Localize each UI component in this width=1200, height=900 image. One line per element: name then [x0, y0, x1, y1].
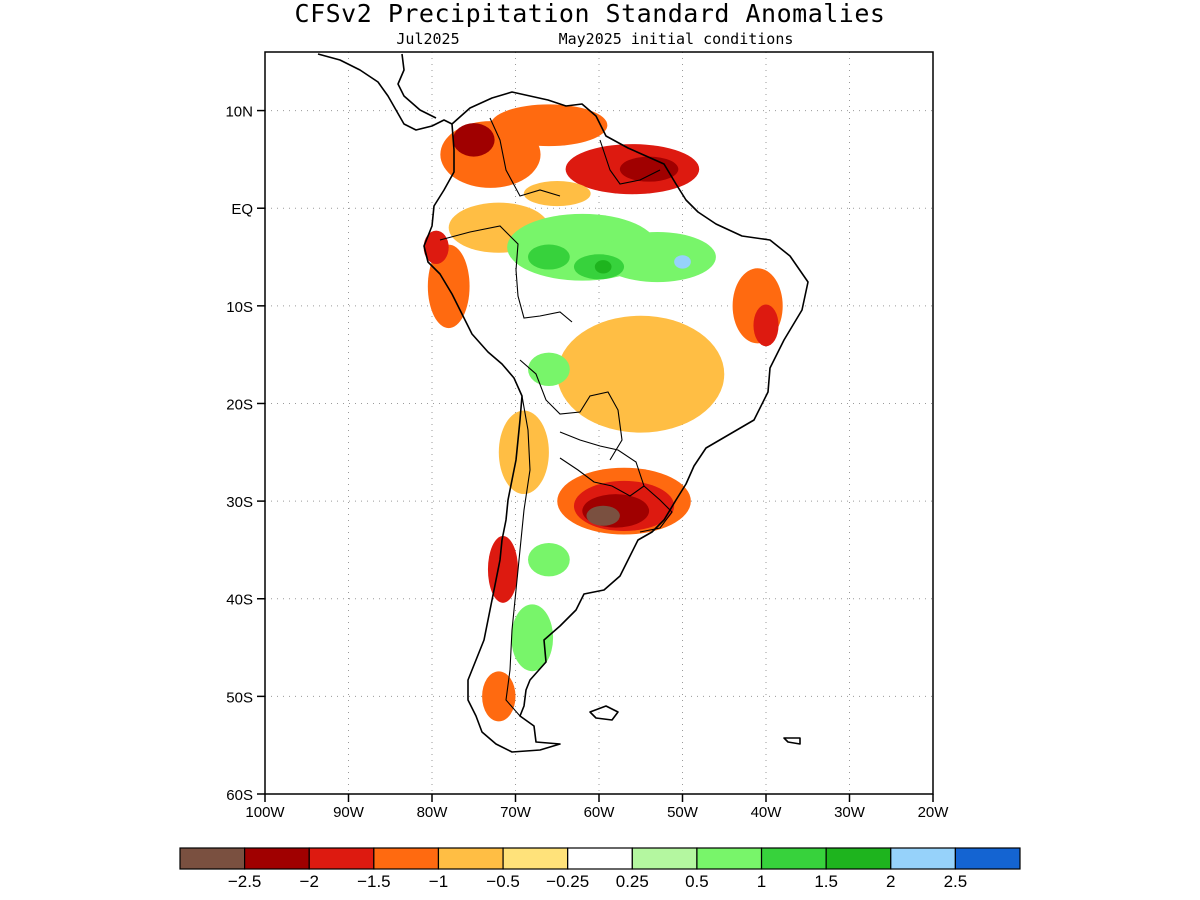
- colorbar-label: 1: [757, 872, 766, 891]
- lon-tick-label: 50W: [667, 804, 699, 821]
- anomaly-region: [511, 604, 554, 672]
- colorbar-label: 0.25: [616, 872, 649, 891]
- colorbar-label: 1.5: [814, 872, 838, 891]
- colorbar-label: −2: [300, 872, 319, 891]
- colorbar-swatch: [825, 847, 892, 870]
- border-peru-brazil: [515, 269, 573, 323]
- map-title: CFSv2 Precipitation Standard Anomalies: [295, 0, 886, 28]
- longitude-axis: 100W 90W 80W 70W 60W 50W 40W 30W 20W: [245, 794, 949, 821]
- colorbar-swatch: [631, 847, 698, 870]
- border-guianas: [599, 139, 661, 185]
- anomaly-shading: [423, 104, 783, 722]
- anomaly-region: [498, 410, 549, 495]
- anomaly-region: [557, 315, 725, 433]
- anomaly-region: [487, 536, 519, 603]
- lat-tick-label: 10S: [226, 299, 253, 316]
- lon-tick-label: 90W: [333, 804, 365, 821]
- colorbar-swatch: [567, 847, 633, 870]
- anomaly-region: [523, 181, 591, 207]
- central-america-north-coast: [397, 53, 437, 119]
- subtitle-month: Jul2025: [396, 30, 459, 48]
- anomaly-region: [528, 244, 570, 270]
- central-america-coast: [317, 53, 453, 131]
- latitude-axis: 10N EQ 10S 20S 30S 40S 50S 60S: [225, 104, 265, 804]
- colorbar-swatch: [308, 847, 375, 870]
- colorbar-swatch: [179, 847, 246, 870]
- colorbar: −2.5 −2 −1.5 −1 −0.5 −0.25 0.25 0.5 1 1.5 2 2.5: [179, 847, 1021, 891]
- colorbar-label: −1.5: [357, 872, 391, 891]
- lat-tick-label: 50S: [226, 689, 253, 706]
- colorbar-swatch: [954, 847, 1021, 870]
- lat-tick-label: 10N: [225, 104, 253, 121]
- lon-tick-label: 40W: [751, 804, 783, 821]
- colorbar-swatch: [244, 847, 310, 870]
- colorbar-swatch: [437, 847, 504, 870]
- colorbar-swatch: [373, 847, 440, 870]
- anomaly-region: [753, 304, 779, 347]
- lat-tick-label: 20S: [226, 396, 253, 413]
- colorbar-label: −2.5: [228, 872, 262, 891]
- south-georgia: [783, 737, 801, 745]
- anomaly-region: [452, 123, 495, 157]
- border-colombia-peru: [439, 225, 519, 271]
- colorbar-label: 2: [886, 872, 895, 891]
- lon-tick-label: 20W: [918, 804, 950, 821]
- colorbar-swatch: [760, 847, 827, 870]
- colorbar-label: 0.5: [685, 872, 709, 891]
- graticule: [265, 52, 933, 794]
- plot-area: [265, 52, 933, 794]
- anomaly-region: [594, 260, 612, 274]
- border-uruguay: [639, 485, 673, 533]
- lat-tick-label: 40S: [226, 592, 253, 609]
- subtitle-initial-conditions: May2025 initial conditions: [559, 30, 794, 48]
- colorbar-swatch: [890, 847, 956, 870]
- falkland-islands: [589, 705, 619, 721]
- lat-tick-label: 60S: [226, 787, 253, 804]
- lon-tick-label: 80W: [417, 804, 449, 821]
- anomaly-region: [619, 156, 679, 182]
- anomaly-region: [482, 671, 516, 722]
- border-colombia-venezuela: [489, 117, 561, 197]
- coastline-outline: [317, 53, 809, 753]
- lon-tick-label: 30W: [834, 804, 866, 821]
- colorbar-swatch: [502, 847, 569, 870]
- colorbar-label: −0.5: [486, 872, 520, 891]
- lon-tick-label: 60W: [584, 804, 616, 821]
- lat-tick-label: EQ: [231, 201, 253, 218]
- anomaly-region: [528, 352, 570, 387]
- anomaly-region: [490, 104, 608, 147]
- lat-tick-label: 30S: [226, 494, 253, 511]
- colorbar-swatch: [696, 847, 763, 870]
- south-america-coast: [423, 91, 809, 753]
- colorbar-label: −0.25: [546, 872, 589, 891]
- anomaly-region: [586, 505, 620, 526]
- border-bolivia: [519, 359, 623, 461]
- lon-tick-label: 100W: [245, 804, 285, 821]
- anomaly-region: [528, 542, 570, 577]
- lon-tick-label: 70W: [500, 804, 532, 821]
- colorbar-label: 2.5: [944, 872, 968, 891]
- country-borders: [439, 117, 673, 717]
- anomaly-region: [599, 231, 716, 283]
- anomaly-region: [674, 255, 691, 269]
- colorbar-label: −1: [429, 872, 448, 891]
- border-chile-argentina: [505, 395, 531, 717]
